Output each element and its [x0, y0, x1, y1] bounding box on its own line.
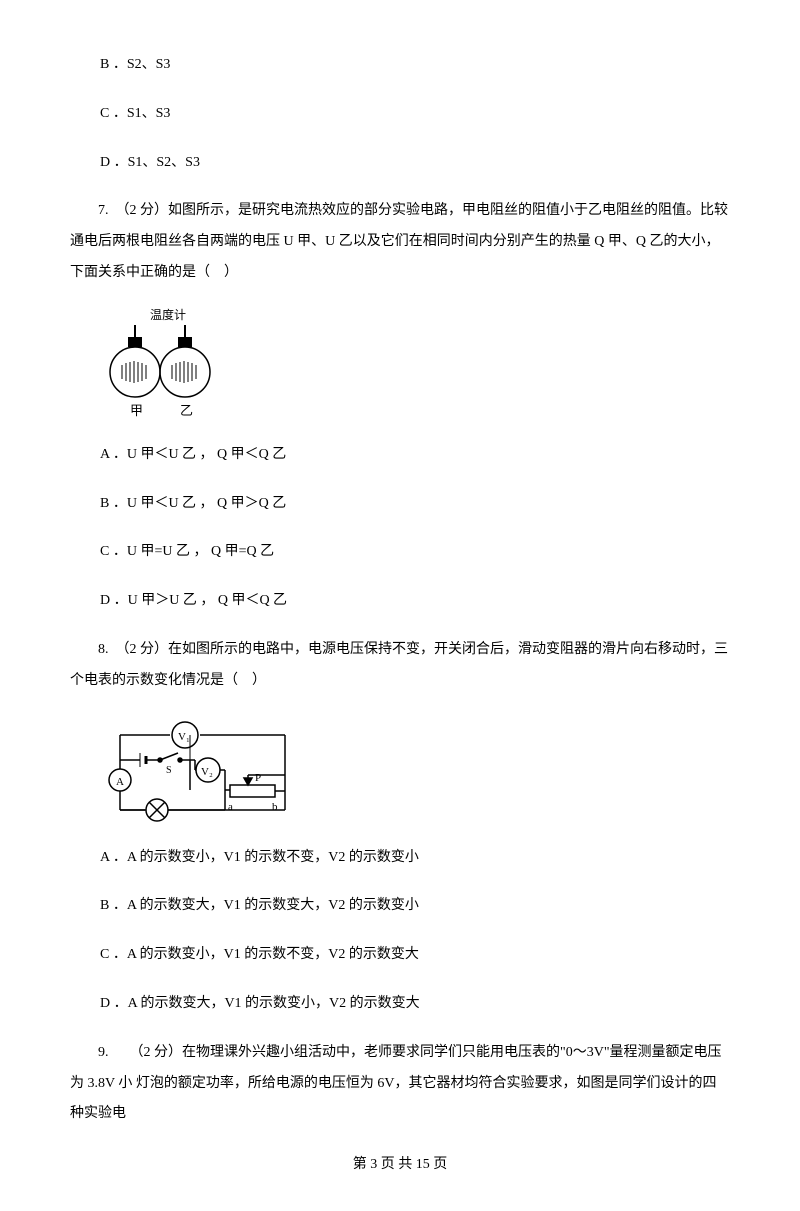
q7-figure: 温度计 甲 乙	[100, 307, 730, 422]
q8-text: 8. （2 分）在如图所示的电路中，电源电压保持不变，开关闭合后，滑动变阻器的滑…	[70, 635, 730, 697]
q8-option-c: C ．A 的示数变小，V1 的示数不变，V2 的示数变大	[70, 940, 730, 971]
q7-option-b: B ．U 甲＜U 乙 ， Q 甲＞Q 乙	[70, 489, 730, 520]
q6-option-b: B ．S2、S3	[70, 50, 730, 81]
svg-text:P: P	[255, 772, 261, 784]
thermometer-label: 温度计	[150, 307, 186, 322]
q7-text-content: 7. （2 分）如图所示，是研究电流热效应的部分实验电路，甲电阻丝的阻值小于乙电…	[70, 203, 728, 280]
svg-text:V₂: V₂	[201, 766, 213, 778]
svg-text:S: S	[166, 765, 172, 776]
q7-option-a: A ．U 甲＜U 乙 ， Q 甲＜Q 乙	[70, 440, 730, 471]
svg-text:a: a	[228, 801, 233, 813]
q7-option-a-text: A ．U 甲＜U 乙 ， Q 甲＜Q 乙	[100, 447, 286, 462]
page-footer: 第 3 页 共 15 页	[70, 1150, 730, 1181]
q8-option-b: B ．A 的示数变大，V1 的示数变大，V2 的示数变小	[70, 891, 730, 922]
q8-option-d: D ．A 的示数变大，V1 的示数变小，V2 的示数变大	[70, 989, 730, 1020]
q6-option-b-text: B ．S2、S3	[100, 57, 170, 72]
q7-circuit-diagram: 温度计 甲 乙	[100, 307, 240, 422]
q6-option-c-text: C ．S1、S3	[100, 106, 170, 121]
q6-option-c: C ．S1、S3	[70, 99, 730, 130]
q9-text-content: 9. （2 分）在物理课外兴趣小组活动中，老师要求同学们只能用电压表的"0～3V…	[70, 1045, 722, 1122]
svg-text:A: A	[116, 776, 124, 788]
q7-option-c: C ．U 甲=U 乙 ， Q 甲=Q 乙	[70, 537, 730, 568]
q7-option-d-text: D ．U 甲＞U 乙 ， Q 甲＜Q 乙	[100, 593, 287, 608]
q7-text: 7. （2 分）如图所示，是研究电流热效应的部分实验电路，甲电阻丝的阻值小于乙电…	[70, 196, 730, 288]
q8-circuit-diagram: V₁ A S V₂	[100, 715, 300, 825]
q8-text-content: 8. （2 分）在如图所示的电路中，电源电压保持不变，开关闭合后，滑动变阻器的滑…	[70, 642, 728, 688]
q8-option-a-text: A ．A 的示数变小，V1 的示数不变，V2 的示数变小	[100, 850, 419, 865]
q7-option-c-text: C ．U 甲=U 乙 ， Q 甲=Q 乙	[100, 544, 274, 559]
q6-option-d-text: D ．S1、S2、S3	[100, 155, 200, 170]
q8-option-d-text: D ．A 的示数变大，V1 的示数变小，V2 的示数变大	[100, 996, 420, 1011]
q7-option-d: D ．U 甲＞U 乙 ， Q 甲＜Q 乙	[70, 586, 730, 617]
q9-text: 9. （2 分）在物理课外兴趣小组活动中，老师要求同学们只能用电压表的"0～3V…	[70, 1038, 730, 1130]
q8-figure: V₁ A S V₂	[100, 715, 730, 825]
bulb-yi-label: 乙	[180, 403, 193, 418]
q6-option-d: D ．S1、S2、S3	[70, 148, 730, 179]
svg-text:V₁: V₁	[178, 731, 190, 743]
q7-option-b-text: B ．U 甲＜U 乙 ， Q 甲＞Q 乙	[100, 496, 286, 511]
svg-text:b: b	[272, 801, 278, 813]
q8-option-a: A ．A 的示数变小，V1 的示数不变，V2 的示数变小	[70, 843, 730, 874]
bulb-jia-label: 甲	[130, 403, 143, 418]
page-number: 第 3 页 共 15 页	[353, 1157, 448, 1172]
q8-option-b-text: B ．A 的示数变大，V1 的示数变大，V2 的示数变小	[100, 898, 419, 913]
q8-option-c-text: C ．A 的示数变小，V1 的示数不变，V2 的示数变大	[100, 947, 419, 962]
